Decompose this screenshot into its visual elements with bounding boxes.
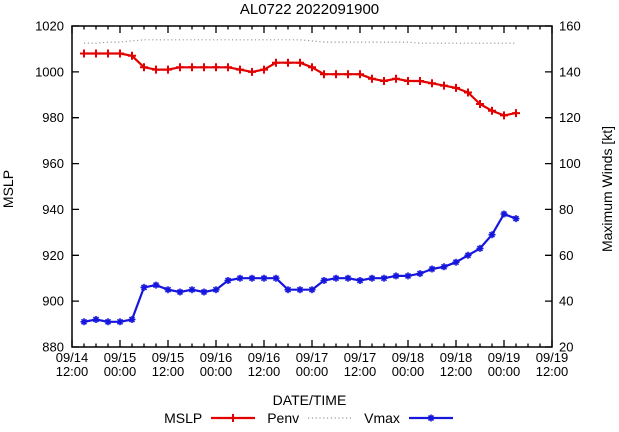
svg-text:60: 60 bbox=[559, 248, 573, 263]
svg-text:900: 900 bbox=[42, 294, 64, 309]
svg-text:12:00: 12:00 bbox=[440, 364, 473, 379]
legend-mslp-label: MSLP bbox=[164, 410, 203, 426]
penv-series bbox=[84, 39, 516, 44]
svg-text:09/15: 09/15 bbox=[104, 350, 137, 365]
legend-item-penv: Penv bbox=[267, 410, 354, 426]
svg-text:980: 980 bbox=[42, 110, 64, 125]
svg-text:09/19: 09/19 bbox=[488, 350, 521, 365]
svg-text:920: 920 bbox=[42, 248, 64, 263]
legend-penv-line-sample bbox=[308, 417, 353, 419]
svg-text:00:00: 00:00 bbox=[392, 364, 425, 379]
svg-text:40: 40 bbox=[559, 294, 573, 309]
svg-text:12:00: 12:00 bbox=[536, 364, 569, 379]
legend-vmax-label: Vmax bbox=[364, 410, 400, 426]
svg-text:09/17: 09/17 bbox=[296, 350, 329, 365]
svg-text:00:00: 00:00 bbox=[200, 364, 233, 379]
svg-text:09/19: 09/19 bbox=[536, 350, 569, 365]
svg-text:120: 120 bbox=[559, 110, 581, 125]
axis-tick-labels: 09/1412:0009/1500:0009/1512:0009/1600:00… bbox=[35, 19, 581, 380]
plot-border bbox=[71, 25, 553, 348]
svg-text:09/16: 09/16 bbox=[200, 350, 233, 365]
x-axis-label: DATE/TIME bbox=[272, 392, 347, 408]
svg-text:00:00: 00:00 bbox=[296, 364, 329, 379]
legend-vmax-line-sample bbox=[408, 414, 453, 422]
svg-text:80: 80 bbox=[559, 202, 573, 217]
mslp-series bbox=[80, 49, 520, 120]
legend-mslp-line-sample bbox=[211, 414, 256, 422]
svg-text:160: 160 bbox=[559, 19, 581, 34]
legend-penv-label: Penv bbox=[267, 410, 300, 426]
svg-text:00:00: 00:00 bbox=[488, 364, 521, 379]
svg-text:880: 880 bbox=[42, 340, 64, 355]
svg-text:940: 940 bbox=[42, 202, 64, 217]
svg-text:09/15: 09/15 bbox=[152, 350, 185, 365]
svg-text:09/14: 09/14 bbox=[56, 350, 89, 365]
legend: MSLP Penv Vmax bbox=[0, 410, 619, 426]
svg-text:140: 140 bbox=[559, 64, 581, 79]
axis-ticks bbox=[71, 25, 553, 348]
svg-text:960: 960 bbox=[42, 156, 64, 171]
chart-title: AL0722 2022091900 bbox=[239, 1, 380, 18]
vmax-series bbox=[80, 210, 520, 326]
svg-text:20: 20 bbox=[559, 340, 573, 355]
svg-text:09/18: 09/18 bbox=[440, 350, 473, 365]
svg-text:12:00: 12:00 bbox=[152, 364, 185, 379]
svg-text:12:00: 12:00 bbox=[56, 364, 89, 379]
svg-text:09/17: 09/17 bbox=[344, 350, 377, 365]
svg-text:09/18: 09/18 bbox=[392, 350, 425, 365]
svg-text:1020: 1020 bbox=[35, 19, 64, 34]
svg-text:09/16: 09/16 bbox=[248, 350, 281, 365]
left-axis-label: MSLP bbox=[0, 169, 16, 209]
svg-text:100: 100 bbox=[559, 156, 581, 171]
svg-text:00:00: 00:00 bbox=[104, 364, 137, 379]
legend-item-vmax: Vmax bbox=[364, 410, 455, 426]
right-axis-label: Maximum Winds [kt] bbox=[599, 126, 615, 253]
svg-text:12:00: 12:00 bbox=[344, 364, 377, 379]
svg-text:12:00: 12:00 bbox=[248, 364, 281, 379]
svg-text:1000: 1000 bbox=[35, 64, 64, 79]
legend-item-mslp: MSLP bbox=[164, 410, 257, 426]
